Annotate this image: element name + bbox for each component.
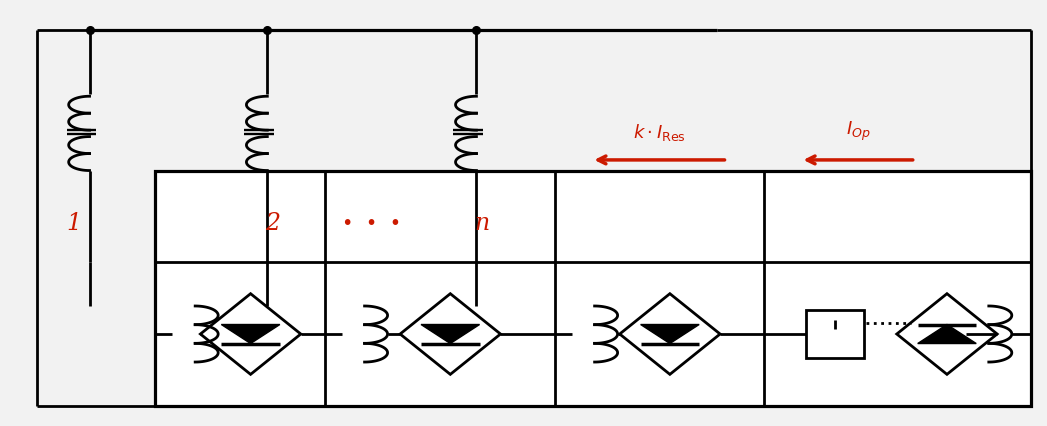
Polygon shape [200,294,300,374]
Bar [806,310,864,358]
Text: •  •  •: • • • [342,214,401,233]
Polygon shape [897,294,997,374]
Polygon shape [421,325,480,343]
Polygon shape [641,325,699,343]
Polygon shape [917,325,976,343]
Polygon shape [400,294,500,374]
Text: n: n [474,212,489,235]
Text: 1: 1 [66,212,82,235]
Polygon shape [221,325,280,343]
Bar [155,170,1030,406]
Polygon shape [620,294,720,374]
Text: $k \cdot I_{\mathrm{Res}}$: $k \cdot I_{\mathrm{Res}}$ [633,122,686,143]
Text: 2: 2 [265,212,280,235]
Text: $I_{Op}$: $I_{Op}$ [846,120,870,143]
